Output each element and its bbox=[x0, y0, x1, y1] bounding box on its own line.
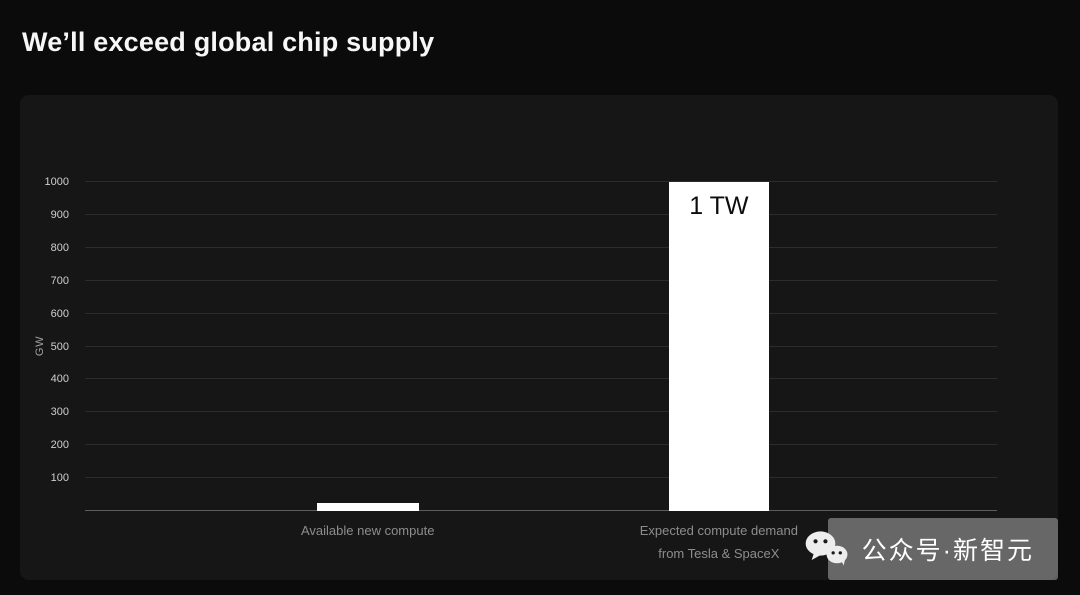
gridline bbox=[85, 279, 997, 281]
gridline bbox=[85, 378, 997, 380]
gridline bbox=[85, 213, 997, 215]
gridline bbox=[85, 411, 997, 413]
y-tick-label: 100 bbox=[50, 472, 69, 485]
y-tick-label: 400 bbox=[50, 373, 69, 386]
y-tick-label: 1000 bbox=[44, 176, 69, 188]
x-axis-category-labels: Available new compute Expected compute de… bbox=[85, 519, 997, 579]
x-category-label: Available new compute bbox=[208, 519, 528, 542]
y-tick-label: 800 bbox=[50, 241, 69, 254]
watermark-text: 公众号·新智元 bbox=[861, 537, 1034, 565]
gridline bbox=[85, 345, 997, 347]
bar: 1 TW bbox=[668, 182, 769, 511]
y-axis-tick-labels: 100 200 300 400 500 600 700 800 900 1000 bbox=[20, 176, 77, 511]
y-tick-label: 300 bbox=[50, 406, 69, 419]
gridline bbox=[85, 312, 997, 314]
bar bbox=[316, 502, 419, 511]
y-tick-label: 900 bbox=[50, 208, 69, 221]
gridline bbox=[85, 477, 997, 479]
y-tick-label: 500 bbox=[50, 340, 69, 353]
wechat-icon bbox=[804, 530, 848, 568]
y-tick-label: 600 bbox=[50, 307, 69, 320]
bar-value-label: 1 TW bbox=[689, 192, 749, 220]
y-tick-label: 200 bbox=[50, 439, 69, 452]
x-category-label-line: Available new compute bbox=[300, 523, 435, 538]
x-category-label-line: from Tesla & SpaceX bbox=[658, 546, 780, 561]
watermark-plate: 公众号·新智元 bbox=[827, 518, 1058, 580]
gridline bbox=[85, 246, 997, 248]
chart-panel: GW 100 200 300 400 500 600 700 800 900 1000 1 TW … bbox=[20, 95, 1058, 580]
page-title: We’ll exceed global chip supply bbox=[22, 27, 435, 57]
y-tick-label: 700 bbox=[50, 274, 69, 287]
gridline bbox=[85, 444, 997, 446]
watermark: 公众号·新智元 bbox=[804, 518, 1058, 580]
x-category-label-line: Expected compute demand bbox=[639, 523, 798, 538]
bar-chart-plot-area: 1 TW bbox=[85, 181, 997, 511]
x-axis-baseline bbox=[85, 510, 997, 511]
gridline bbox=[85, 181, 997, 182]
x-category-label: Expected compute demand from Tesla & Spac… bbox=[559, 519, 879, 565]
